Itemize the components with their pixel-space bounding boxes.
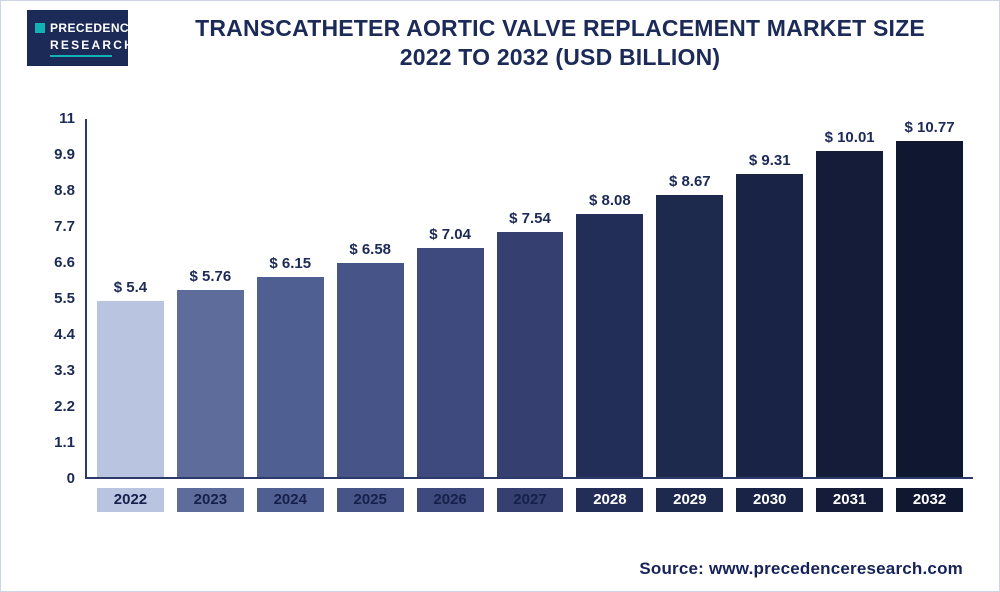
bar-group-2025: $ 6.58	[336, 119, 404, 477]
bar-group-2028: $ 8.08	[576, 119, 644, 477]
y-axis-tick-label: 9.9	[54, 146, 75, 163]
bar-group-2027: $ 7.54	[496, 119, 564, 477]
bar-value-label: $ 8.67	[668, 172, 711, 190]
logo-text-research: RESEARCH	[50, 37, 135, 52]
x-axis-label-2032: 2032	[896, 488, 963, 512]
precedence-research-logo: PRECEDENCE RESEARCH	[27, 10, 137, 66]
x-axis-label-2025: 2025	[336, 488, 404, 512]
y-axis-tick-label: 2.2	[54, 398, 75, 415]
bar-group-2026: $ 7.04	[416, 119, 484, 477]
bar-value-label: $ 9.31	[748, 152, 791, 170]
bar-group-2029: $ 8.67	[656, 119, 724, 477]
x-axis-label-2023: 2023	[176, 488, 244, 512]
x-axis-label-2031: 2031	[816, 488, 884, 512]
bar-value-label: $ 6.15	[269, 254, 312, 272]
y-axis-tick-label: 7.7	[54, 218, 75, 235]
bar	[816, 151, 884, 477]
x-axis-label-2024: 2024	[256, 488, 324, 512]
bar-group-2024: $ 6.15	[256, 119, 324, 477]
bar-value-label: $ 5.4	[113, 279, 148, 297]
y-axis-tick-label: 4.4	[54, 326, 75, 343]
bar-group-2022: $ 5.4	[97, 119, 164, 477]
bar-group-2031: $ 10.01	[816, 119, 884, 477]
logo-underline	[50, 54, 112, 57]
y-axis-tick-label: 3.3	[54, 362, 75, 379]
x-axis-label-2026: 2026	[416, 488, 484, 512]
bar-value-label: $ 8.08	[589, 192, 631, 210]
bar-chart: 11 9.9 8.8 7.7 6.6 5.5 4.4 3.3 2.2 1.1 0 $ 5.4 $ 5.…	[33, 110, 973, 488]
bar	[736, 174, 804, 477]
bar-group-2032: $ 10.77	[896, 119, 963, 477]
chart-title-line2: 2022 TO 2032 (USD BILLION)	[399, 44, 721, 71]
y-axis-tick-label: 0	[66, 470, 75, 487]
chart-title: TRANSCATHETER AORTIC VALVE REPLACEMENT M…	[151, 14, 969, 73]
plot-area: $ 5.4 $ 5.76 $ 6.15 $ 6.58 $ 7.04 $ 7.54 $ 8.0…	[85, 119, 973, 479]
y-axis-tick-label: 8.8	[54, 182, 75, 199]
logo-teal-square-icon	[35, 22, 45, 33]
logo-row: PRECEDENCE	[35, 21, 137, 35]
bar-value-label: $ 5.76	[189, 267, 232, 285]
y-axis-tick-label: 5.5	[54, 290, 75, 307]
source-attribution: Source: www.precedenceresearch.com	[639, 559, 963, 578]
bar	[256, 276, 324, 477]
bar	[97, 301, 164, 477]
x-axis-label-2028: 2028	[576, 488, 644, 512]
y-axis-tick-label: 1.1	[54, 434, 75, 451]
bar-group-2023: $ 5.76	[176, 119, 244, 477]
bar	[576, 214, 644, 477]
bar-value-label: $ 10.77	[904, 119, 955, 136]
x-axis-label-2027: 2027	[496, 488, 564, 512]
y-axis: 11 9.9 8.8 7.7 6.6 5.5 4.4 3.3 2.2 1.1 0	[33, 110, 85, 488]
y-axis-tick-label: 6.6	[54, 254, 75, 271]
bar	[496, 231, 564, 477]
bar	[656, 194, 724, 477]
bar	[176, 289, 244, 477]
bar	[896, 141, 963, 477]
logo-text-precedence: PRECEDENCE	[50, 20, 138, 35]
y-axis-tick-label: 11	[59, 110, 75, 127]
bar	[416, 247, 484, 477]
bar	[336, 262, 404, 477]
x-axis-label-2022: 2022	[97, 488, 164, 512]
bar-value-label: $ 7.04	[429, 225, 471, 243]
bar-value-label: $ 10.01	[824, 129, 875, 147]
x-axis: 2022 2023 2024 2025 2026 2027 2028 2029 2030 2031…	[87, 488, 973, 512]
chart-title-line1: TRANSCATHETER AORTIC VALVE REPLACEMENT M…	[195, 15, 925, 41]
bar-group-2030: $ 9.31	[736, 119, 804, 477]
x-axis-label-2029: 2029	[656, 488, 724, 512]
bar-value-label: $ 6.58	[349, 240, 392, 258]
x-axis-label-2030: 2030	[736, 488, 804, 512]
bar-value-label: $ 7.54	[509, 209, 551, 227]
